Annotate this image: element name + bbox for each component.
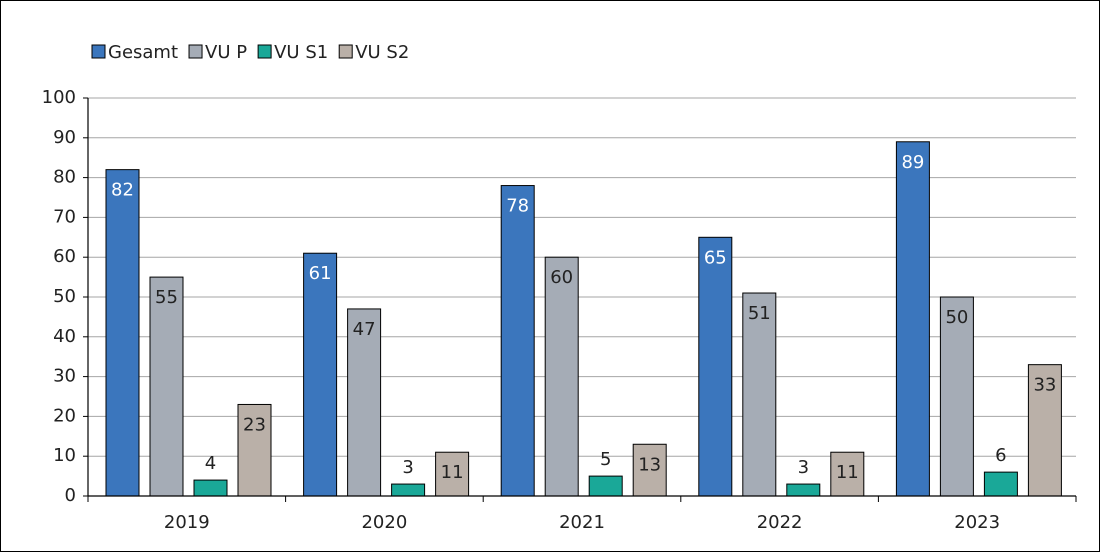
legend-swatch [91,44,106,59]
bar [742,292,777,497]
legend-swatch [338,44,353,59]
y-tick-label: 70 [53,206,76,227]
bar [149,276,184,497]
bar [698,236,733,497]
y-tick-label: 80 [53,167,76,188]
data-label: 82 [111,180,134,201]
bar [105,169,140,497]
data-label: 5 [600,449,611,470]
bar [588,475,623,497]
data-label: 65 [704,247,727,268]
data-label: 11 [441,462,464,483]
y-tick-label: 0 [65,485,76,506]
y-tick-label: 40 [53,326,76,347]
data-label: 60 [550,267,573,288]
data-label: 6 [995,445,1006,466]
legend-swatch [188,44,203,59]
data-label: 78 [506,196,529,217]
data-label: 4 [205,453,216,474]
data-label: 61 [309,263,332,284]
bar [435,451,470,497]
legend-label: Gesamt [108,42,178,63]
bar [391,483,426,497]
bar [632,443,667,497]
data-label: 47 [353,319,376,340]
y-tick-label: 90 [53,127,76,148]
y-tick-label: 50 [53,286,76,307]
data-label: 33 [1033,375,1056,396]
data-label: 51 [748,303,771,324]
y-tick-label: 30 [53,366,76,387]
data-label: 50 [945,307,968,328]
x-tick-label: 2023 [954,512,1000,533]
data-label: 89 [901,152,924,173]
bar [983,471,1018,497]
bar [193,479,228,497]
y-tick-label: 60 [53,246,76,267]
data-label: 55 [155,287,178,308]
y-tick-label: 20 [53,405,76,426]
legend-label: VU S2 [355,42,409,63]
y-tick-label: 10 [53,445,76,466]
data-label: 11 [836,462,859,483]
bar [347,308,382,497]
bar [544,256,579,497]
bar [939,296,974,497]
bar [786,483,821,497]
data-label: 3 [798,457,809,478]
data-label: 23 [243,414,266,435]
data-label: 3 [402,457,413,478]
data-label: 13 [638,454,661,475]
y-tick-label: 100 [42,87,76,108]
x-tick-label: 2019 [164,512,210,533]
bar [303,252,338,497]
legend-label: VU S1 [274,42,328,63]
legend-swatch [257,44,272,59]
legend-label: VU P [205,42,247,63]
x-tick-label: 2021 [559,512,605,533]
x-tick-label: 2020 [361,512,407,533]
bar [895,141,930,497]
bar [1027,364,1062,497]
bar [500,185,535,497]
x-tick-label: 2022 [757,512,803,533]
